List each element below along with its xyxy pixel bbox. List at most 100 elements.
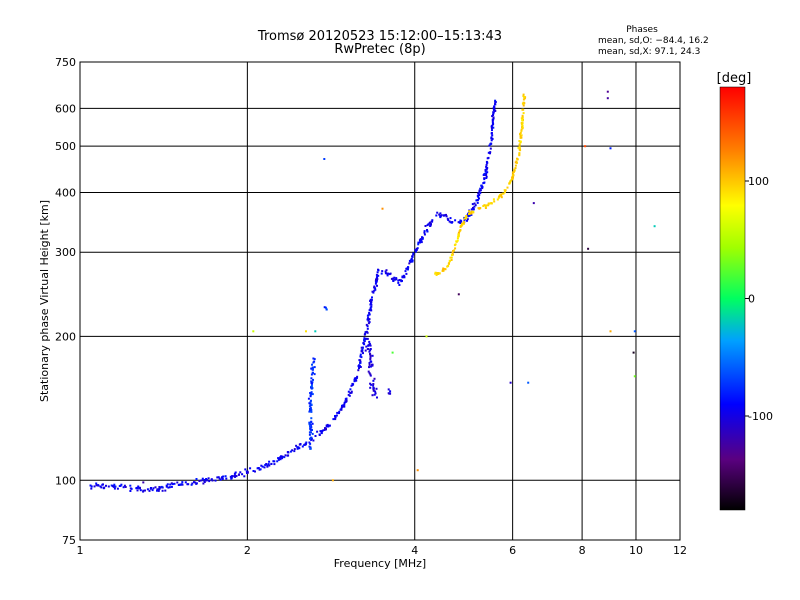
echo-point [325, 425, 328, 428]
echo-point [310, 417, 313, 420]
echo-point [310, 426, 313, 429]
echo-point [518, 143, 521, 146]
echo-point [314, 435, 317, 437]
echo-point [369, 300, 372, 302]
echo-point [483, 204, 486, 207]
echo-point [485, 175, 488, 178]
echo-point [219, 478, 222, 481]
echo-point [439, 215, 442, 218]
echo-point [448, 220, 451, 223]
phases-heading: Phases [626, 25, 658, 35]
echo-point [298, 443, 301, 446]
echo-point [377, 269, 380, 272]
echo-point [389, 272, 392, 275]
echo-point [234, 474, 237, 477]
echo-point [151, 489, 154, 492]
echo-point [123, 484, 126, 487]
echo-point [338, 410, 341, 413]
x-tick-label: 2 [244, 544, 251, 557]
echo-point [400, 280, 403, 283]
echo-point [478, 197, 480, 200]
echo-point [357, 369, 360, 372]
chart-subtitle: RwPretec (8p) [334, 42, 425, 57]
echo-point [266, 464, 269, 467]
echo-point [225, 477, 228, 480]
echo-point [522, 104, 525, 107]
echo-point [521, 114, 524, 117]
echo-point [301, 445, 304, 448]
echo-point [293, 448, 296, 451]
echo-point [404, 270, 407, 273]
y-tick-label: 100 [55, 474, 76, 487]
echo-point [310, 431, 312, 434]
echo-point [311, 366, 314, 369]
echo-point [480, 184, 483, 187]
echo-point [423, 231, 426, 234]
echo-point [110, 484, 113, 487]
echo-point [198, 480, 201, 482]
outlier-point [142, 481, 145, 484]
echo-point [191, 482, 194, 485]
echo-point [279, 456, 282, 459]
colorbar-tick-label: -100 [748, 410, 773, 423]
echo-point [97, 484, 100, 487]
outlier-point [606, 90, 609, 93]
echo-point [369, 365, 372, 368]
echo-point [519, 135, 522, 138]
echo-point [485, 165, 488, 168]
echo-point [485, 168, 488, 171]
echo-point [309, 407, 312, 410]
echo-point [249, 467, 252, 470]
outlier-point [331, 479, 334, 482]
echo-point [136, 486, 139, 489]
echo-point [254, 470, 256, 473]
echo-point [369, 349, 372, 352]
echo-point [171, 483, 174, 486]
echo-point [284, 454, 287, 457]
echo-point [308, 405, 311, 408]
echo-point [287, 454, 290, 457]
echo-point [429, 225, 432, 227]
echo-point [490, 132, 493, 135]
echo-point [144, 489, 146, 492]
echo-point [340, 407, 343, 410]
echo-point [523, 97, 526, 100]
echo-point [355, 379, 358, 382]
echo-point [367, 348, 370, 351]
echo-point [468, 212, 471, 215]
echo-point [309, 409, 311, 412]
echo-point [332, 418, 335, 421]
echo-point [366, 318, 369, 321]
echo-point [136, 489, 139, 492]
echo-point [368, 340, 371, 343]
echo-point [113, 483, 116, 486]
echo-point [354, 377, 357, 380]
echo-point [358, 367, 360, 370]
echo-point [393, 276, 396, 279]
echo-point [261, 465, 264, 468]
echo-point [309, 442, 312, 445]
echo-point [310, 410, 313, 413]
echo-point [340, 406, 343, 409]
echo-point [221, 478, 224, 480]
echo-point [511, 174, 514, 177]
echo-point [369, 358, 372, 360]
echo-point [170, 485, 173, 488]
echo-point [308, 410, 311, 413]
y-tick-label: 500 [55, 140, 76, 153]
echo-point [419, 241, 421, 244]
echo-point [492, 198, 495, 201]
echo-point [205, 479, 208, 482]
echo-point [370, 298, 373, 301]
echo-point [510, 179, 513, 181]
echo-point [375, 278, 377, 281]
echo-point [369, 373, 372, 376]
outlier-point [584, 145, 587, 148]
echo-point [411, 260, 414, 263]
echo-point [165, 484, 168, 487]
echo-point [424, 225, 427, 227]
echo-point [435, 274, 438, 276]
echo-point [156, 489, 158, 492]
plot-frame [79, 61, 681, 541]
echo-point [376, 284, 378, 287]
